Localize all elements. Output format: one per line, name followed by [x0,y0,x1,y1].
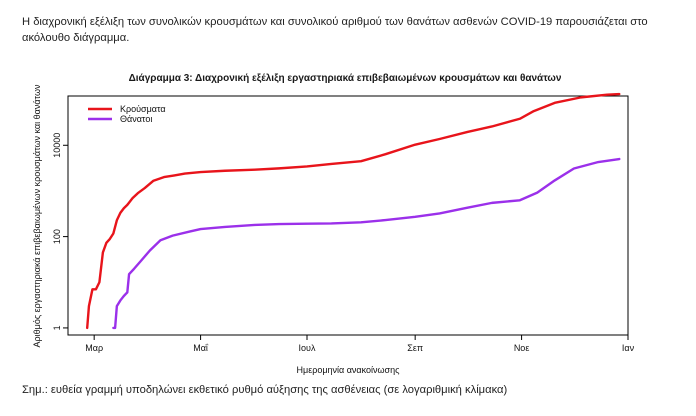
x-tick-label: Νοε [514,343,530,353]
x-tick-label: Μαΐ [193,343,209,353]
x-tick-label: Ιαν [622,343,635,353]
y-tick-label: 10000 [52,133,62,158]
x-axis: Μαρ Μαΐ Ιουλ Σεπ Νοε Ιαν [85,335,635,353]
y-tick-label: 100 [52,229,62,244]
x-axis-label: Ημερομηνία ανακοίνωσης [297,365,401,375]
chart: Διάγραμμα 3: Διαχρονική εξέλιξη εργαστηρ… [32,73,635,375]
series-layer [85,92,621,330]
y-axis-label: Αριθμός εργαστηριακά επιβεβαιωμένων κρου… [32,84,42,347]
y-axis: 1 100 10000 [52,133,68,330]
legend-label: Κρούσματα [120,104,166,114]
series-line-deaths [112,157,621,330]
intro-paragraph: Η διαχρονική εξέλιξη των συνολικών κρουσ… [22,16,648,44]
legend-label: Θάνατοι [120,114,152,124]
chart-title: Διάγραμμα 3: Διαχρονική εξέλιξη εργαστηρ… [129,73,562,84]
x-tick-label: Σεπ [407,343,423,353]
plot-frame [67,95,629,336]
y-tick-label: 1 [52,325,62,330]
series-line-cases [85,92,621,330]
footnote: Σημ.: ευθεία γραμμή υποδηλώνει εκθετικό … [22,384,508,396]
x-tick-label: Ιουλ [299,343,316,353]
x-tick-label: Μαρ [85,343,103,353]
